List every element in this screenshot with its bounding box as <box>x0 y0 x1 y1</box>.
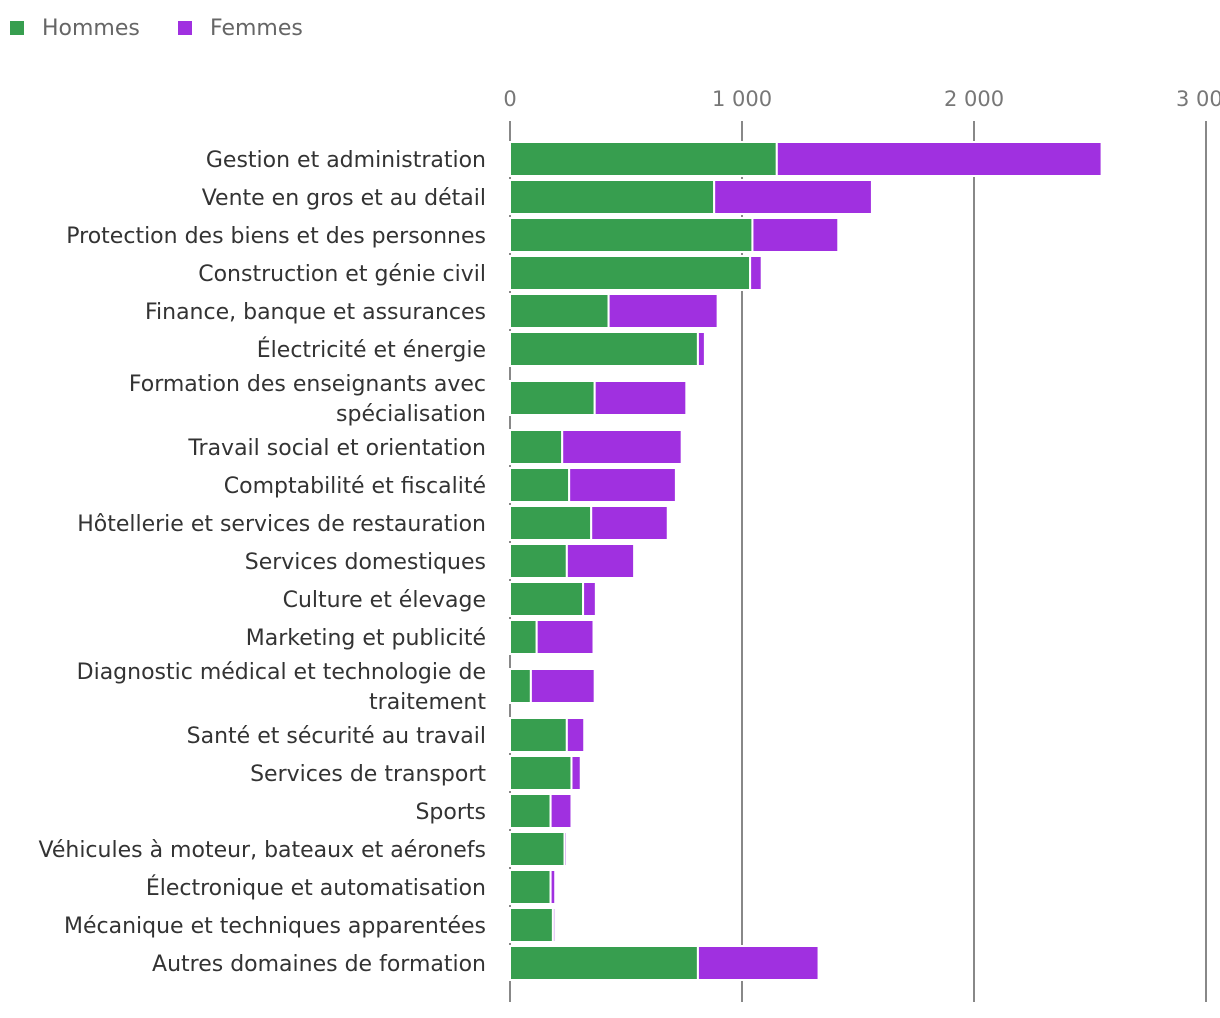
bar-femmes <box>713 179 873 215</box>
bars <box>509 141 1103 981</box>
legend: Hommes Femmes <box>10 16 303 41</box>
category-label: Électricité et énergie <box>257 337 486 363</box>
x-axis-ticks: 0 1 000 2 000 3 000 <box>503 87 1220 111</box>
category-label: Formation des enseignants avec spécialisa… <box>129 372 486 427</box>
legend-label-femmes: Femmes <box>210 16 303 41</box>
category-label: Diagnostic médical et technologie de trai… <box>77 660 487 715</box>
x-tick-label: 1 000 <box>712 87 772 111</box>
bar-femmes <box>535 619 595 655</box>
bar-femmes <box>749 255 763 291</box>
bar-femmes <box>696 945 820 981</box>
bar-hommes <box>509 793 552 829</box>
bar-hommes <box>509 255 752 291</box>
bar-femmes <box>696 331 706 367</box>
category-label: Comptabilité et fiscalité <box>224 474 486 499</box>
category-label: Services de transport <box>250 762 486 787</box>
legend-swatch-hommes <box>10 21 24 35</box>
bar-femmes <box>549 869 557 905</box>
bar-femmes <box>775 141 1103 177</box>
bar-femmes <box>570 755 582 791</box>
category-label: Autres domaines de formation <box>152 952 486 977</box>
bar-hommes <box>509 717 568 753</box>
category-label: Hôtellerie et services de restauration <box>77 512 486 537</box>
bar-hommes <box>509 380 596 416</box>
bar-hommes <box>509 543 568 579</box>
bar-femmes <box>751 217 840 253</box>
x-tick-label: 3 000 <box>1176 87 1220 111</box>
bar-hommes <box>509 179 716 215</box>
category-label: Sports <box>415 800 486 825</box>
bar-hommes <box>509 945 699 981</box>
bar-femmes <box>565 543 636 579</box>
category-label: Mécanique et techniques apparentées <box>64 914 486 939</box>
category-label: Santé et sécurité au travail <box>187 724 486 749</box>
bar-femmes <box>563 831 568 867</box>
bar-femmes <box>565 717 586 753</box>
bar-hommes <box>509 581 585 617</box>
bar-hommes <box>509 331 699 367</box>
bar-femmes <box>529 668 596 704</box>
bar-hommes <box>509 755 573 791</box>
bar-hommes <box>509 869 552 905</box>
bar-hommes <box>509 467 571 503</box>
bar-hommes <box>509 505 593 541</box>
category-label: Finance, banque et assurances <box>145 300 486 325</box>
bar-hommes <box>509 293 610 329</box>
bar-hommes <box>509 141 778 177</box>
category-label: Culture et élevage <box>283 588 486 613</box>
x-tick-label: 0 <box>503 87 516 111</box>
category-label: Gestion et administration <box>206 148 486 173</box>
category-label: Services domestiques <box>245 550 486 575</box>
bar-femmes <box>590 505 669 541</box>
bar-femmes <box>568 467 677 503</box>
bar-hommes <box>509 831 566 867</box>
category-label: Marketing et publicité <box>246 626 486 651</box>
category-labels: Gestion et administration Vente en gros e… <box>39 148 487 977</box>
bar-femmes <box>607 293 719 329</box>
bar-hommes <box>509 907 554 943</box>
bar-hommes <box>509 619 538 655</box>
bar-femmes <box>561 429 683 465</box>
category-label: Construction et génie civil <box>198 262 486 287</box>
bar-femmes <box>593 380 688 416</box>
category-label: Électronique et automatisation <box>146 875 486 901</box>
legend-swatch-femmes <box>178 21 192 35</box>
category-label: Protection des biens et des personnes <box>66 224 486 249</box>
bar-hommes <box>509 217 754 253</box>
legend-label-hommes: Hommes <box>42 16 140 41</box>
category-label: Vente en gros et au détail <box>202 186 486 211</box>
legend-item-femmes: Femmes <box>178 16 303 41</box>
category-label: Véhicules à moteur, bateaux et aéronefs <box>39 838 487 863</box>
bar-femmes <box>549 793 573 829</box>
x-tick-label: 2 000 <box>944 87 1004 111</box>
bar-hommes <box>509 668 532 704</box>
bar-hommes <box>509 429 564 465</box>
category-label: Travail social et orientation <box>187 436 486 461</box>
bar-femmes <box>582 581 597 617</box>
bar-femmes <box>551 907 557 943</box>
legend-item-hommes: Hommes <box>10 16 140 41</box>
